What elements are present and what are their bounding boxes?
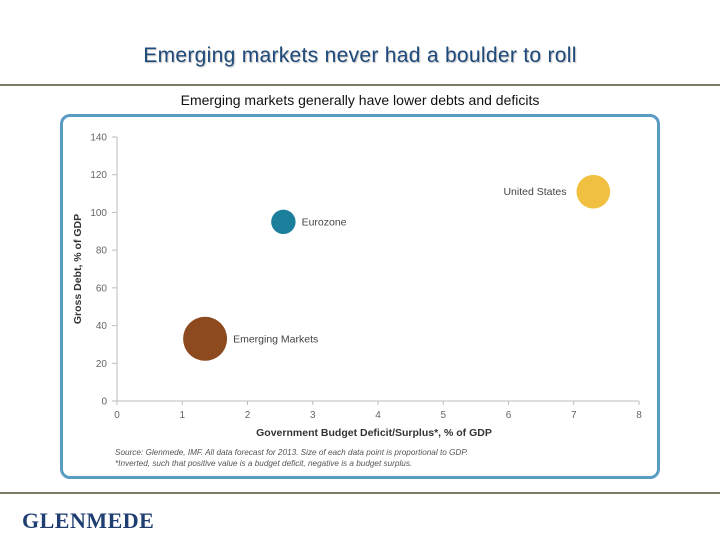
y-tick-label: 120 — [90, 170, 107, 181]
page-title: Emerging markets never had a boulder to … — [143, 44, 577, 67]
x-axis-label: Government Budget Deficit/Surplus*, % of… — [256, 427, 492, 439]
chart-panel: 0 20 40 60 80 100 120 140 0 1 2 3 4 5 6 7 8 Government Bu… — [60, 114, 660, 479]
x-tick-label: 2 — [245, 410, 251, 421]
y-tick-label: 20 — [96, 359, 108, 370]
x-tick-label: 0 — [114, 410, 120, 421]
data-point — [271, 209, 296, 235]
y-axis-label: Gross Debt, % of GDP — [72, 214, 84, 324]
footnote: *Inverted, such that positive value is a… — [115, 459, 412, 468]
x-tick-label: 8 — [636, 410, 642, 421]
footer-divider — [0, 492, 720, 494]
x-tick-label: 1 — [179, 410, 185, 421]
title-divider — [0, 84, 720, 86]
y-tick-label: 140 — [90, 133, 107, 144]
y-tick-label: 0 — [101, 397, 107, 408]
x-tick-label: 3 — [310, 410, 316, 421]
data-point-label: Eurozone — [302, 216, 347, 228]
y-tick-label: 100 — [90, 208, 107, 219]
data-point-label: Emerging Markets — [233, 333, 318, 345]
data-point — [183, 316, 228, 361]
data-point-label: United States — [503, 186, 566, 198]
x-tick-label: 7 — [571, 410, 577, 421]
data-point — [576, 174, 611, 209]
y-tick-label: 60 — [96, 283, 108, 294]
source-note: Source: Glenmede, IMF. All data forecast… — [115, 448, 468, 457]
scatter-chart: 0 20 40 60 80 100 120 140 0 1 2 3 4 5 6 7 8 Government Bu… — [72, 133, 642, 469]
company-logo: GLENMEDE — [22, 508, 155, 533]
x-tick-label: 4 — [375, 410, 381, 421]
x-tick-label: 5 — [440, 410, 446, 421]
y-tick-label: 40 — [96, 321, 108, 332]
x-tick-label: 6 — [506, 410, 512, 421]
chart-subtitle: Emerging markets generally have lower de… — [180, 92, 540, 108]
y-tick-label: 80 — [96, 246, 108, 257]
